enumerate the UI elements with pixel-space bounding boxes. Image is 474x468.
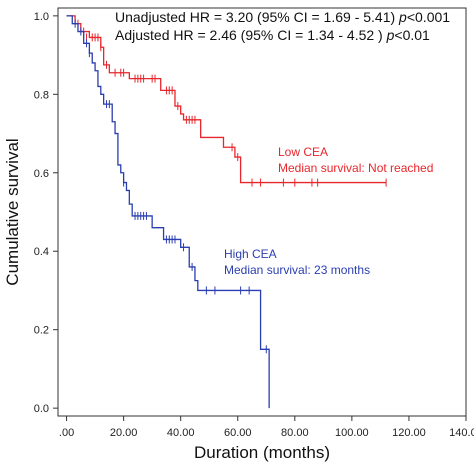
high-cea-median-label: Median survival: 23 months bbox=[224, 263, 370, 277]
x-tick-label: 120.00 bbox=[392, 427, 426, 439]
low-cea-series bbox=[66, 15, 387, 187]
high-cea-series bbox=[66, 15, 270, 409]
y-tick-label: 0.8 bbox=[34, 89, 49, 101]
y-tick-label: 0.0 bbox=[34, 403, 49, 415]
adjusted-hr-text: Adjusted HR = 2.46 (95% CI = 1.34 - 4.52… bbox=[115, 27, 387, 43]
x-tick-label: 140.00 bbox=[449, 427, 474, 439]
y-axis-ticks: 0.0 0.2 0.4 0.6 0.8 1.0 bbox=[34, 11, 58, 415]
x-tick-label: 100.00 bbox=[335, 427, 369, 439]
x-tick-label: 20.00 bbox=[110, 427, 138, 439]
adjusted-hr-annotation: Adjusted HR = 2.46 (95% CI = 1.34 - 4.52… bbox=[115, 27, 430, 43]
unadjusted-hr-annotation: Unadjusted HR = 3.20 (95% CI = 1.69 - 5.… bbox=[115, 9, 450, 25]
y-tick-label: 0.6 bbox=[34, 168, 49, 180]
high-cea-label: High CEA bbox=[224, 247, 277, 261]
x-tick-label: 40.00 bbox=[167, 427, 195, 439]
plot-frame bbox=[57, 7, 467, 417]
x-tick-label: 80.00 bbox=[281, 427, 309, 439]
unadjusted-hr-text: Unadjusted HR = 3.20 (95% CI = 1.69 - 5.… bbox=[115, 9, 399, 25]
y-tick-label: 1.0 bbox=[34, 11, 49, 23]
x-axis-ticks: .00 20.00 40.00 60.00 80.00 100.00 120.00 140.0… bbox=[59, 416, 474, 439]
unadjusted-p-symbol: p bbox=[398, 9, 407, 25]
x-tick-label: .00 bbox=[59, 427, 74, 439]
high-cea-survival-curve bbox=[66, 15, 270, 409]
unadjusted-p-value: <0.001 bbox=[407, 9, 450, 25]
adjusted-p-symbol: p bbox=[386, 27, 395, 43]
low-cea-label: Low CEA bbox=[278, 145, 328, 159]
low-cea-median-label: Median survival: Not reached bbox=[278, 161, 433, 175]
y-tick-label: 0.2 bbox=[34, 325, 49, 337]
series-layer bbox=[66, 15, 387, 409]
y-tick-label: 0.4 bbox=[34, 246, 49, 258]
adjusted-p-value: <0.01 bbox=[394, 27, 430, 43]
x-axis-title: Duration (months) bbox=[194, 443, 330, 462]
y-axis-title: Cumulative survival bbox=[3, 138, 22, 285]
low-cea-survival-curve bbox=[66, 15, 387, 184]
x-tick-label: 60.00 bbox=[224, 427, 252, 439]
